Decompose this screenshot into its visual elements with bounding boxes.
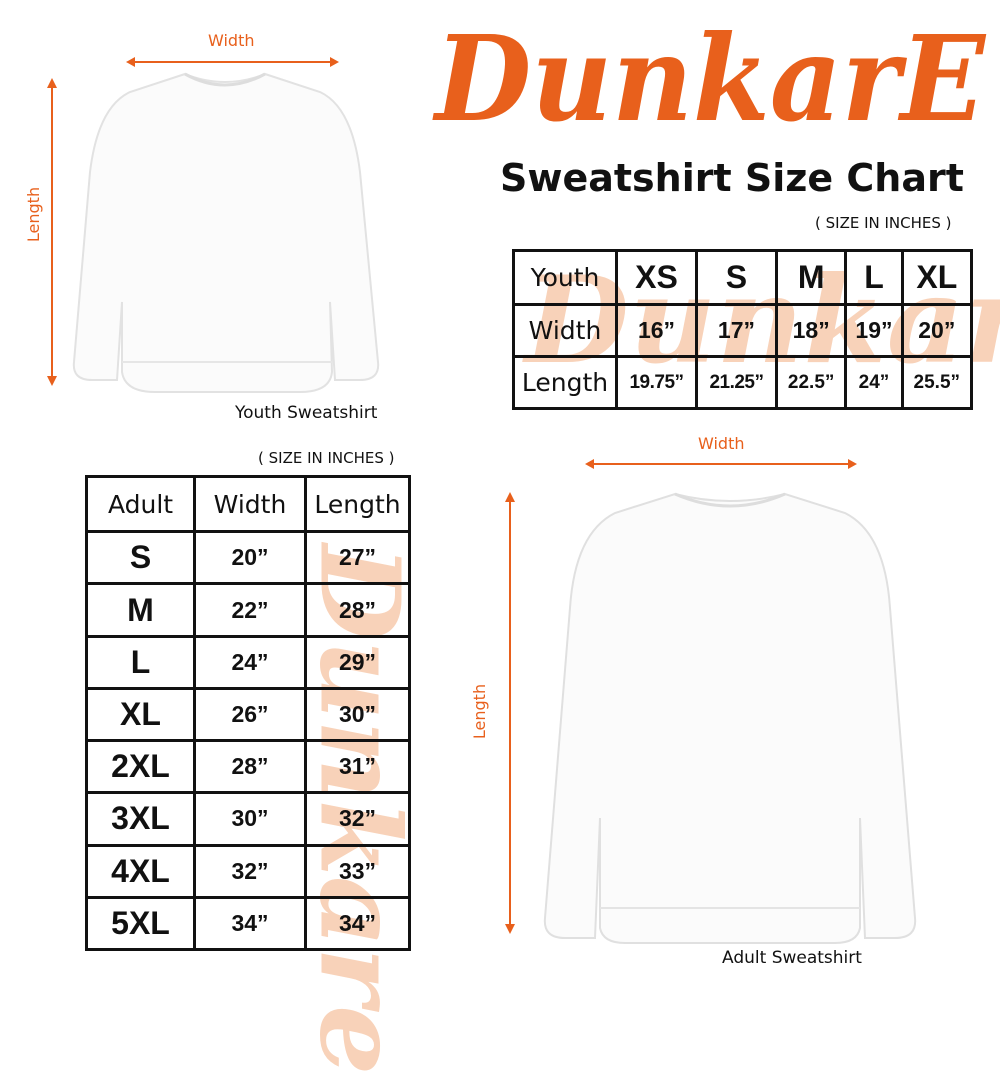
table-header-row: Youth XS S M L XL — [512, 249, 974, 306]
table-cell: XL — [85, 686, 196, 743]
table-cell: 30” — [304, 686, 411, 743]
table-cell: 17” — [694, 303, 778, 358]
table-cell: 31” — [304, 739, 411, 795]
brand-logo: DunkarE — [432, 9, 987, 148]
table-cell: 28” — [304, 582, 411, 638]
table-cell: S — [85, 530, 196, 586]
table-cell: L — [844, 249, 904, 306]
table-cell: 30” — [193, 791, 307, 847]
table-cell: 24” — [844, 355, 904, 410]
table-cell: 25.5” — [900, 355, 974, 410]
youth-length-label: Length — [24, 186, 44, 243]
table-cell: 2XL — [85, 739, 196, 795]
youth-width-arrow-icon — [126, 57, 339, 67]
table-cell: XS — [615, 249, 698, 306]
table-row: Length 19.75” 21.25” 22.5” 24” 25.5” — [512, 355, 974, 410]
adult-width-label: Width — [698, 434, 745, 453]
table-cell: 18” — [774, 303, 848, 358]
table-cell: 33” — [304, 843, 411, 899]
youth-length-arrow-icon — [47, 78, 57, 386]
table-cell: 34” — [193, 895, 307, 952]
table-cell: 19.75” — [615, 355, 698, 410]
table-cell: 5XL — [85, 895, 196, 952]
svg-text:DunkarE: DunkarE — [432, 9, 987, 148]
table-row: S 20” 27” — [85, 530, 411, 586]
table-cell: 28” — [193, 739, 307, 795]
table-row: 2XL 28” 31” — [85, 739, 411, 795]
table-cell: 22.5” — [774, 355, 848, 410]
table-cell: 19” — [844, 303, 904, 358]
table-cell: Youth — [512, 249, 618, 306]
table-cell: 20” — [193, 530, 307, 586]
table-cell: 29” — [304, 634, 411, 690]
table-cell: 3XL — [85, 791, 196, 847]
table-cell: 4XL — [85, 843, 196, 899]
adult-sweatshirt-caption: Adult Sweatshirt — [722, 948, 862, 968]
table-cell: L — [85, 634, 196, 690]
table-row: 3XL 30” 32” — [85, 791, 411, 847]
table-cell: M — [85, 582, 196, 638]
youth-sweatshirt-caption: Youth Sweatshirt — [235, 403, 378, 423]
table-cell: 24” — [193, 634, 307, 690]
table-cell: 20” — [900, 303, 974, 358]
adult-sweatshirt-image — [543, 492, 917, 944]
table-cell: 22” — [193, 582, 307, 638]
youth-sweatshirt-image — [72, 72, 380, 393]
table-row: 5XL 34” 34” — [85, 895, 411, 952]
table-row: Width 16” 17” 18” 19” 20” — [512, 303, 974, 358]
youth-size-table: Youth XS S M L XL Width 16” 17” 18” 19” … — [512, 249, 974, 410]
adult-length-label: Length — [470, 683, 490, 740]
table-cell: Width — [512, 303, 618, 358]
table-cell: XL — [900, 249, 974, 306]
table-cell: S — [694, 249, 778, 306]
youth-width-label: Width — [208, 31, 255, 50]
table-row: M 22” 28” — [85, 582, 411, 638]
table-row: 4XL 32” 33” — [85, 843, 411, 899]
table-row: L 24” 29” — [85, 634, 411, 690]
table-cell: 26” — [193, 686, 307, 743]
table-cell: 21.25” — [694, 355, 778, 410]
table-header-row: Adult Width Length — [85, 474, 411, 534]
table-cell: 32” — [193, 843, 307, 899]
adult-unit-note: ( SIZE IN INCHES ) — [258, 449, 395, 467]
table-cell: 34” — [304, 895, 411, 952]
adult-width-arrow-icon — [585, 459, 857, 469]
table-cell: Adult — [85, 474, 196, 534]
table-cell: Length — [304, 474, 411, 534]
table-cell: M — [774, 249, 848, 306]
youth-unit-note: ( SIZE IN INCHES ) — [815, 214, 952, 232]
adult-size-table: Adult Width Length S 20” 27” M 22” 28” L 24” 29”… — [85, 474, 411, 952]
table-cell: 32” — [304, 791, 411, 847]
table-cell: 16” — [615, 303, 698, 358]
table-cell: Length — [512, 355, 618, 410]
table-row: XL 26” 30” — [85, 686, 411, 743]
page-title: Sweatshirt Size Chart — [500, 156, 964, 200]
table-cell: 27” — [304, 530, 411, 586]
adult-length-arrow-icon — [505, 492, 515, 934]
table-cell: Width — [193, 474, 307, 534]
